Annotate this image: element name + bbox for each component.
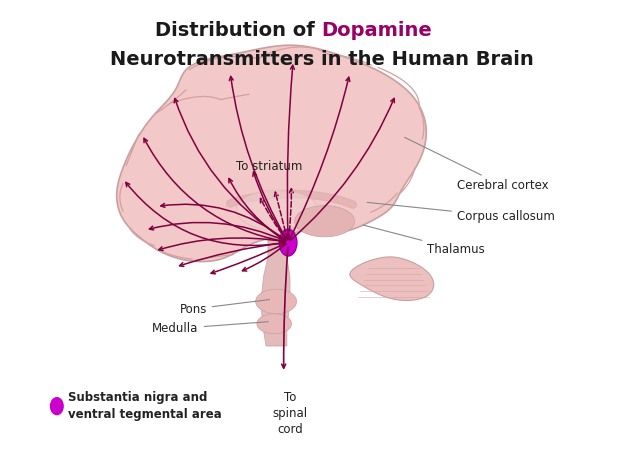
Ellipse shape <box>256 289 296 314</box>
Ellipse shape <box>257 314 291 334</box>
Text: To
spinal
cord: To spinal cord <box>273 391 307 436</box>
Ellipse shape <box>279 229 297 256</box>
Ellipse shape <box>294 205 354 237</box>
Ellipse shape <box>237 190 318 230</box>
Text: Neurotransmitters in the Human Brain: Neurotransmitters in the Human Brain <box>109 50 534 69</box>
FancyArrowPatch shape <box>287 65 294 239</box>
Text: Medulla: Medulla <box>152 322 268 335</box>
Polygon shape <box>116 45 426 262</box>
FancyArrowPatch shape <box>253 172 287 240</box>
Text: Substantia nigra and
ventral tegmental area: Substantia nigra and ventral tegmental a… <box>68 391 222 421</box>
FancyArrowPatch shape <box>161 204 286 241</box>
FancyArrowPatch shape <box>230 76 287 240</box>
Text: To striatum: To striatum <box>237 160 303 173</box>
Polygon shape <box>350 257 434 301</box>
FancyArrowPatch shape <box>126 182 285 245</box>
FancyArrowPatch shape <box>174 98 285 241</box>
FancyArrowPatch shape <box>159 238 285 250</box>
Polygon shape <box>262 237 290 346</box>
FancyArrowPatch shape <box>229 179 285 241</box>
FancyArrowPatch shape <box>290 98 394 241</box>
Text: Dopamine: Dopamine <box>322 21 432 40</box>
FancyArrowPatch shape <box>144 138 285 242</box>
Text: Cerebral cortex: Cerebral cortex <box>404 137 548 192</box>
FancyArrowPatch shape <box>289 189 293 240</box>
FancyArrowPatch shape <box>211 243 285 274</box>
Text: Thalamus: Thalamus <box>363 225 485 256</box>
Text: Distribution of: Distribution of <box>155 21 322 40</box>
Ellipse shape <box>51 398 63 415</box>
FancyArrowPatch shape <box>275 192 287 240</box>
Text: Corpus callosum: Corpus callosum <box>367 203 555 223</box>
FancyArrowPatch shape <box>179 242 285 266</box>
FancyArrowPatch shape <box>289 77 350 240</box>
FancyArrowPatch shape <box>260 198 286 240</box>
FancyArrowPatch shape <box>149 222 285 241</box>
FancyArrowPatch shape <box>242 244 286 271</box>
FancyArrowPatch shape <box>282 247 288 368</box>
Text: Pons: Pons <box>179 300 269 316</box>
